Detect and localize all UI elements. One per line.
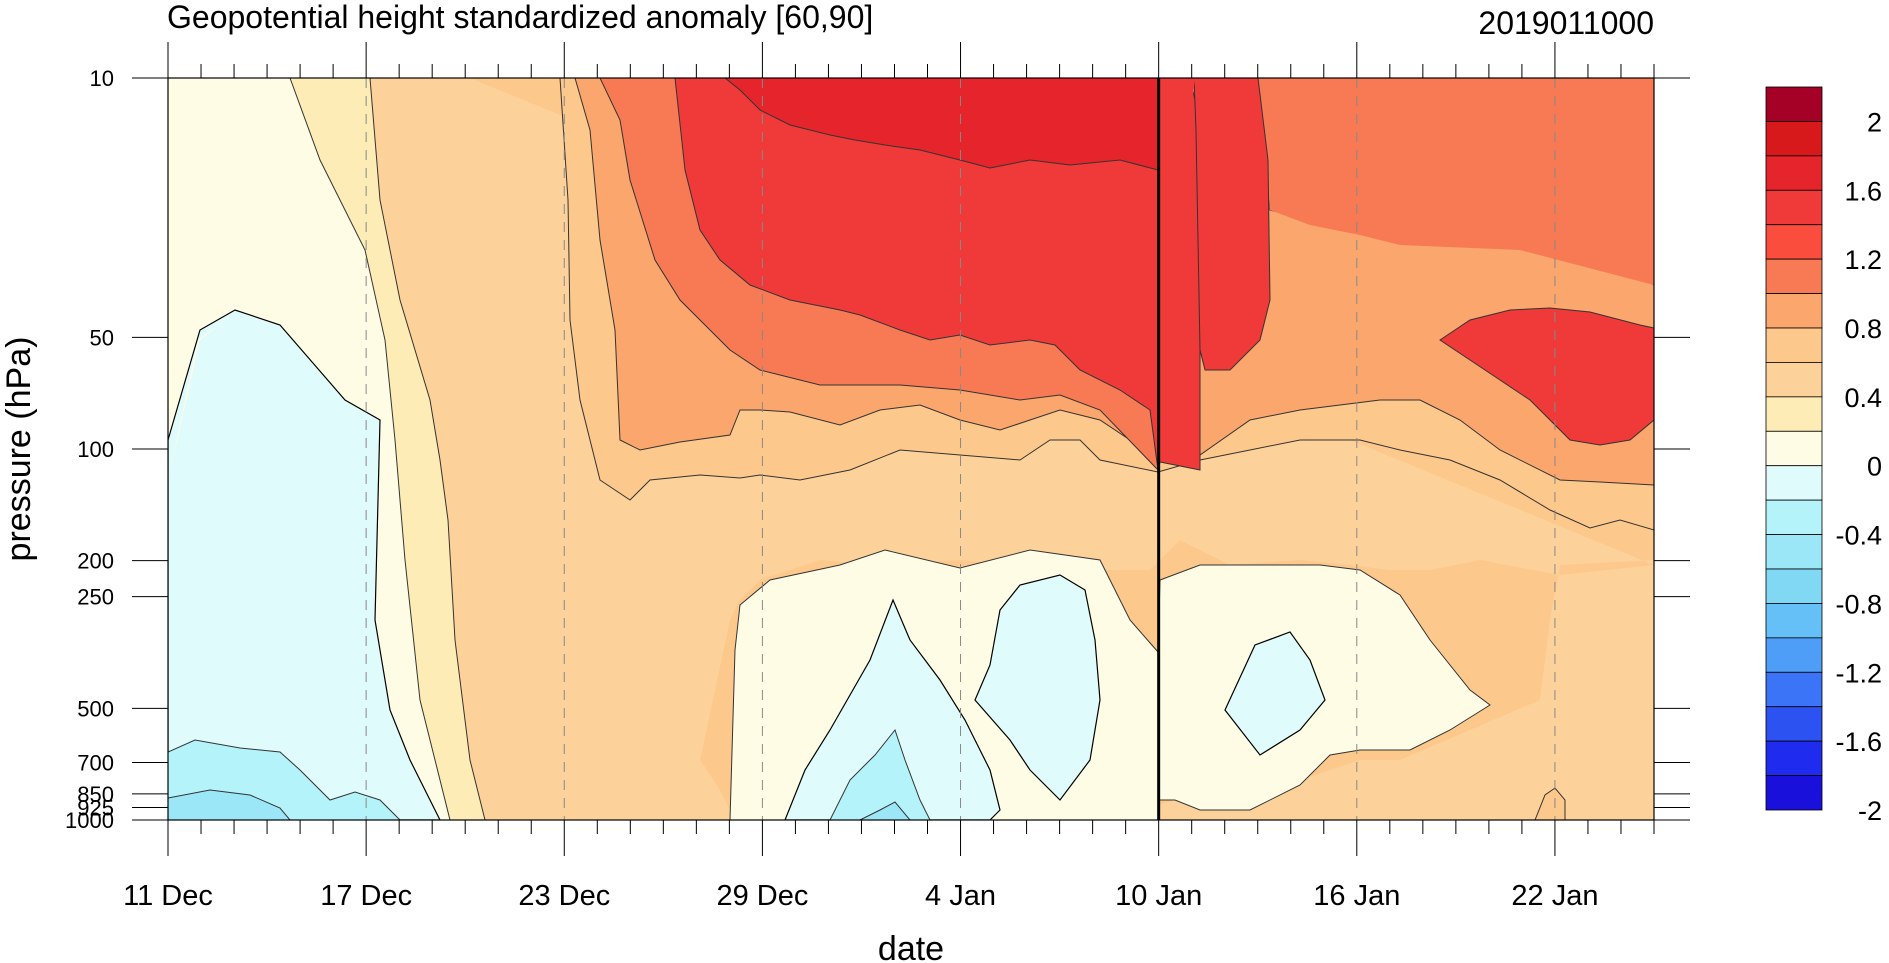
contour-negative-mid1c — [859, 801, 911, 820]
x-tick-label: 10 Jan — [1115, 880, 1202, 912]
colorbar-swatch — [1765, 430, 1823, 467]
colorbar-swatch — [1765, 740, 1823, 776]
colorbar-swatch — [1765, 86, 1823, 122]
y-tick-label: 250 — [77, 585, 114, 610]
colorbar-label: 0.8 — [1844, 314, 1882, 344]
x-tick-label: 4 Jan — [925, 880, 996, 912]
x-tick-label: 22 Jan — [1511, 880, 1598, 912]
x-tick-label: 29 Dec — [716, 880, 808, 912]
colorbar-label: -0.4 — [1835, 521, 1882, 551]
colorbar-swatch — [1765, 465, 1823, 501]
colorbar-label: 1.6 — [1844, 176, 1882, 206]
y-tick-label: 700 — [77, 751, 114, 776]
x-tick-label: 23 Dec — [518, 880, 610, 912]
colorbar-label: 2 — [1867, 107, 1882, 137]
grid-lines — [365, 78, 1556, 820]
colorbar-label: 0.4 — [1844, 383, 1882, 413]
contour-negative-left — [168, 309, 441, 820]
y-tick-label: 500 — [77, 696, 114, 721]
contour-right-blob — [1439, 307, 1654, 446]
y-tick-label: 10 — [90, 66, 114, 91]
colorbar-swatch — [1765, 121, 1823, 157]
colorbar-swatch — [1765, 155, 1823, 191]
colorbar-label: -2 — [1858, 796, 1882, 826]
contour-negative-mid2 — [974, 574, 1101, 801]
contour-fills — [168, 78, 1654, 820]
y-tick-label: 200 — [77, 549, 114, 574]
contour-blob-bottom — [1534, 787, 1566, 820]
y-tick-label: 100 — [77, 437, 114, 462]
colorbar-swatch — [1765, 568, 1823, 604]
y-tick-label: 925 — [77, 795, 114, 820]
contour-negative-right — [1224, 631, 1326, 756]
colorbar: 2 1.6 1.2 0.8 0.4 0 -0.4 -0.8 -1.2 -1.6 -2 — [1765, 86, 1882, 826]
colorbar-swatch — [1765, 534, 1823, 570]
contour-band-1.2b — [674, 78, 1201, 471]
colorbar-label: -1.2 — [1835, 658, 1882, 688]
contour-low-left-blue2 — [168, 789, 291, 820]
contour-band-1.2c — [1158, 78, 1271, 371]
colorbar-swatch — [1765, 396, 1823, 432]
colorbar-swatch — [1765, 499, 1823, 535]
contour-pale-right — [1157, 564, 1491, 811]
chart-title: Geopotential height standardized anomaly… — [167, 0, 873, 35]
y-tick-label: 1000 — [65, 808, 114, 833]
colorbar-swatch — [1765, 637, 1823, 673]
colorbar-label: 1.2 — [1844, 245, 1882, 275]
contour-negative-mid1b — [829, 728, 931, 820]
contour-band-1.4 — [724, 78, 1159, 171]
y-tick-label: 850 — [77, 782, 114, 807]
colorbar-label: -0.8 — [1835, 589, 1882, 619]
colorbar-swatch — [1765, 189, 1823, 226]
colorbar-swatch — [1765, 671, 1823, 708]
x-tick-label: 11 Dec — [123, 880, 213, 912]
contour-negative-mid1 — [784, 598, 1001, 820]
contour-band-1.2d — [1158, 78, 1195, 180]
y-axis-label: pressure (hPa) — [0, 337, 38, 562]
colorbar-swatch — [1765, 258, 1823, 294]
x-tick-label: 17 Dec — [320, 880, 412, 912]
x-axis-label: date — [878, 930, 944, 963]
x-tick-label: 16 Jan — [1313, 880, 1400, 912]
colorbar-swatch — [1765, 224, 1823, 260]
colorbar-swatch — [1765, 293, 1823, 329]
colorbar-label: 0 — [1867, 452, 1882, 482]
colorbar-label: -1.6 — [1835, 727, 1882, 757]
colorbar-swatch — [1765, 706, 1823, 742]
colorbar-swatch — [1765, 362, 1823, 398]
colorbar-swatch — [1765, 327, 1823, 363]
x-axis: 11 Dec 17 Dec 23 Dec 29 Dec 4 Jan 10 Jan 16 Ja… — [123, 42, 1655, 912]
contour-band-1.2 — [675, 78, 1654, 285]
chart-timestamp: 2019011000 — [1478, 5, 1654, 41]
colorbar-swatch — [1765, 775, 1823, 811]
colorbar-swatch — [1765, 603, 1823, 639]
y-tick-label: 50 — [90, 325, 114, 350]
